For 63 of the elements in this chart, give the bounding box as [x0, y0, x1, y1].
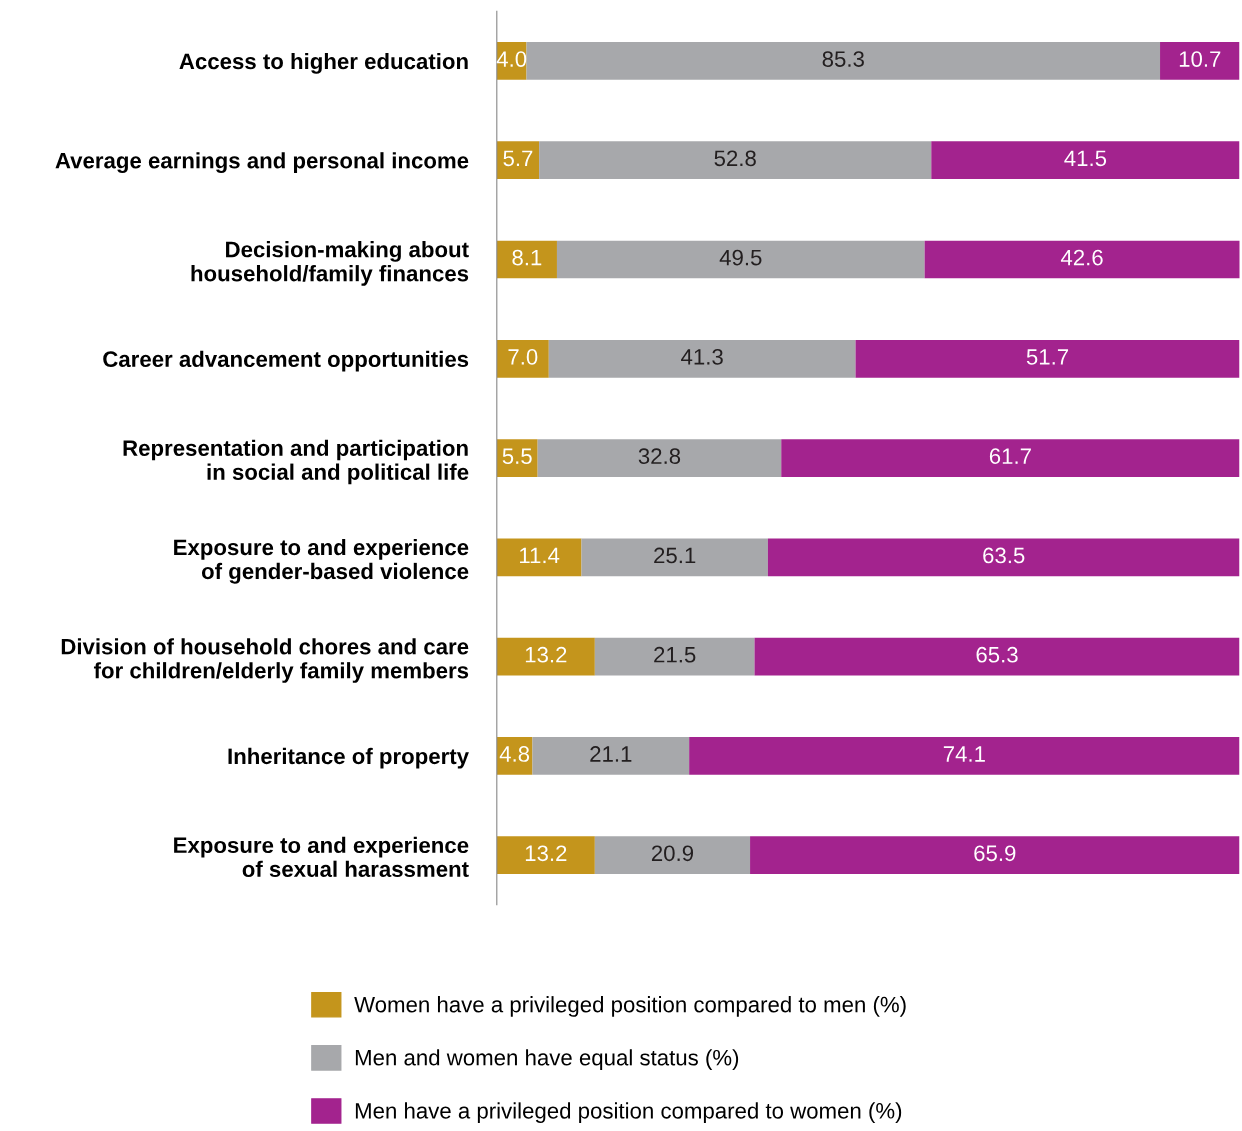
data-label: 85.3 [822, 51, 864, 67]
data-label: 52.8 [714, 150, 756, 167]
data-label: 13.2 [525, 845, 567, 862]
y-tick-label: Representation and participation in social and political life [123, 439, 469, 485]
data-label: 13.2 [525, 646, 567, 663]
bar [924, 240, 1240, 279]
data-label: 8.1 [512, 249, 542, 266]
data-label: 21.1 [590, 746, 632, 762]
y-tick-label: Access to higher education [179, 52, 468, 74]
data-label: 5.5 [502, 448, 532, 465]
bar [496, 538, 582, 577]
bar [689, 737, 1240, 775]
data-label: 65.3 [976, 646, 1018, 663]
data-label: 10.7 [1179, 51, 1221, 67]
bar [496, 439, 538, 477]
legend-label: Men have a privileged position compared to women (%) [355, 1102, 902, 1124]
data-label: 42.6 [1060, 249, 1103, 266]
bar [496, 836, 595, 875]
bar [767, 538, 1240, 577]
data-label: 20.9 [651, 845, 694, 862]
bar [548, 339, 856, 378]
data-label: 63.5 [983, 547, 1025, 564]
y-tick-label: Exposure to and experience of gender-based violence [174, 538, 469, 584]
bar [532, 737, 690, 775]
bar [496, 240, 557, 279]
legend-label: Men and women have equal status (%) [355, 1049, 739, 1070]
y-tick-label: Exposure to and experience of sexual harassment [174, 836, 469, 878]
data-label: 7.0 [508, 349, 538, 365]
legend-label: Women have a privileged position compared to men (%) [354, 996, 906, 1017]
data-label: 41.5 [1064, 150, 1107, 167]
bar [537, 439, 782, 477]
bar [556, 240, 925, 279]
data-label: 11.4 [520, 547, 560, 564]
bar [496, 141, 540, 180]
data-label: 61.7 [989, 448, 1031, 465]
data-label: 5.7 [503, 150, 533, 167]
bar [594, 637, 755, 676]
bar [855, 339, 1240, 378]
bar [754, 637, 1240, 676]
bar [1160, 42, 1240, 80]
y-tick-label: Inheritance of property [228, 747, 469, 769]
bar [750, 836, 1240, 875]
y-tick-label: Career advancement opportunities [103, 350, 469, 372]
bar [594, 836, 751, 875]
bar [931, 141, 1240, 180]
bar [539, 141, 932, 180]
y-tick-label: Decision-making about household/family finances [191, 241, 469, 286]
data-label: 25.1 [654, 547, 696, 564]
bar [781, 439, 1240, 477]
bar [496, 637, 595, 676]
data-label: 49.5 [719, 249, 762, 266]
data-label: 21.5 [654, 646, 696, 663]
bar [496, 339, 549, 378]
bar [581, 538, 768, 577]
bar [526, 42, 1161, 80]
data-label: 51.7 [1026, 349, 1069, 365]
y-tick-label: Division of household chores and care for children/elderly family members [61, 638, 469, 683]
y-tick-label: Average earnings and personal income [55, 152, 469, 173]
data-label: 32.8 [638, 448, 681, 465]
data-label: 41.3 [681, 349, 723, 365]
data-label: 4.8 [499, 746, 530, 762]
data-label: 74.1 [943, 746, 985, 762]
data-label: 65.9 [974, 845, 1016, 862]
